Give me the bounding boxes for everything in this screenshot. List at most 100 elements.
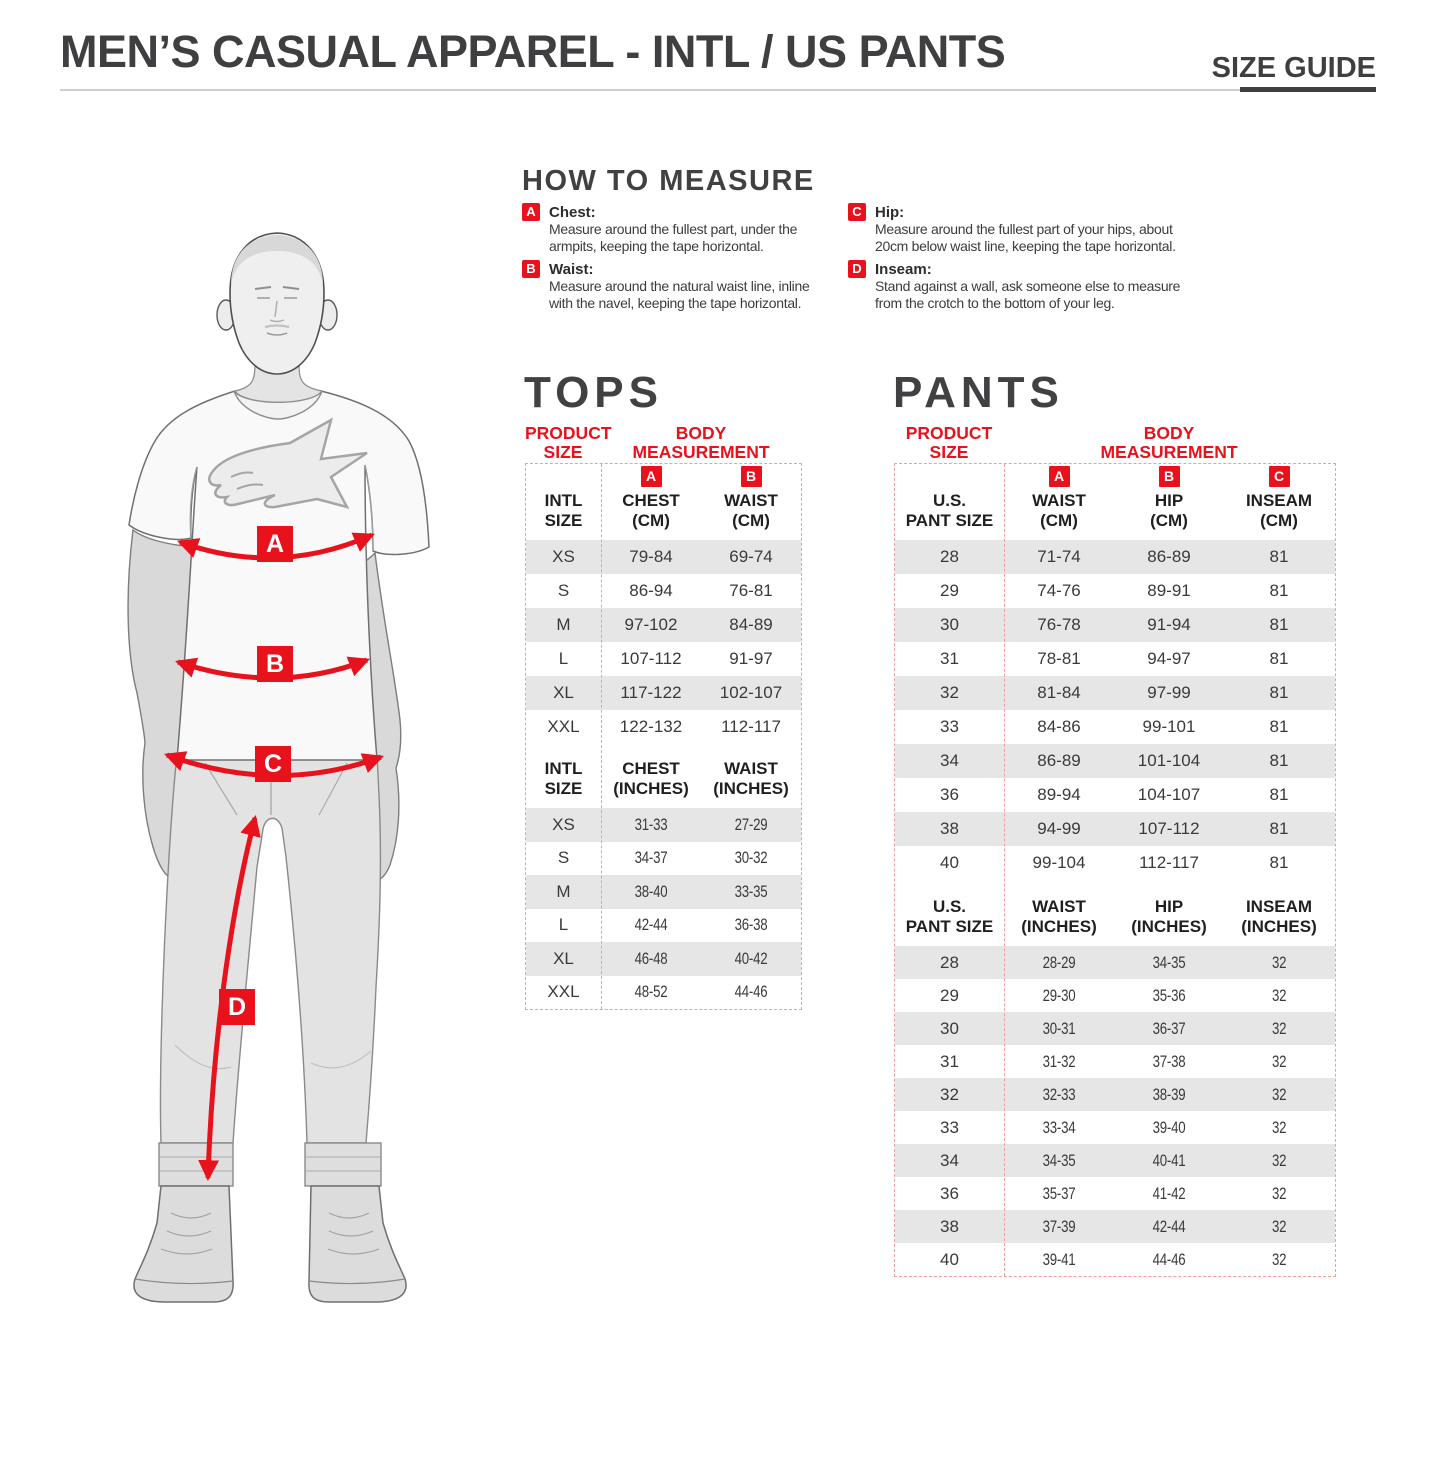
size-cell: 32	[940, 683, 959, 702]
pants-size-table: U.S. PANT SIZE A WAIST (CM) B HIP (CM) C INSEAM (C…	[894, 463, 1336, 1277]
measurement-column-header-line: WAIST	[1032, 491, 1086, 510]
measurement-column-header: B WAIST (CM)	[701, 466, 801, 531]
size-cell: XXL	[547, 717, 580, 736]
value-cell: 32-33	[1042, 1084, 1076, 1104]
table-row: XXL 122-132 112-117	[526, 710, 801, 744]
table-row: 31 78-81 94-97 81	[895, 642, 1335, 676]
measurement-column-header-line: WAIST	[1032, 897, 1086, 916]
value-cell: 36-37	[1152, 1018, 1186, 1038]
group-header-line: BODY	[675, 423, 727, 443]
value-cell: 33-35	[734, 881, 768, 901]
table-row: 34 34-35 40-41 32	[895, 1144, 1335, 1177]
measurement-column-header: CHEST (INCHES)	[601, 759, 701, 799]
table-row: L 107-112 91-97	[526, 642, 801, 676]
size-cell: 30	[940, 615, 959, 634]
table-row: 30 30-31 36-37 32	[895, 1012, 1335, 1045]
table-row: 34 86-89 101-104 81	[895, 744, 1335, 778]
svg-text:A: A	[266, 530, 284, 558]
figure-boots	[133, 1185, 407, 1303]
value-cell: 86-89	[1037, 751, 1081, 770]
table-section-header: U.S. PANT SIZE A WAIST (CM) B HIP (CM) C INSEAM (C…	[895, 464, 1335, 540]
measure-item-description: Measure around the fullest part of your …	[875, 221, 1173, 237]
size-cell: 29	[940, 985, 959, 1005]
measurement-column-header-line: (INCHES)	[1021, 917, 1097, 936]
value-cell: 74-76	[1037, 581, 1081, 600]
measure-marker-a: A	[257, 526, 293, 562]
value-cell: 32	[1271, 1084, 1287, 1104]
value-cell: 38-39	[1152, 1084, 1186, 1104]
table-row: XS 31-33 27-29	[526, 808, 801, 842]
value-cell: 84-89	[729, 615, 773, 634]
value-cell: 79-84	[629, 547, 673, 566]
value-cell: 86-94	[629, 581, 673, 600]
table-row: S 34-37 30-32	[526, 842, 801, 876]
value-cell: 35-37	[1042, 1183, 1076, 1203]
size-cell: 31	[940, 649, 959, 668]
measure-item: A Chest: Measure around the fullest part, …	[522, 203, 852, 255]
value-cell: 30-32	[734, 848, 768, 868]
page-title: MEN’S CASUAL APPAREL - INTL / US PANTS	[60, 26, 1006, 77]
value-cell: 89-91	[1147, 581, 1191, 600]
size-cell: 30	[940, 1018, 959, 1038]
value-cell: 122-132	[619, 717, 683, 736]
size-column-header: U.S. PANT SIZE	[895, 491, 1004, 531]
measure-item-label: Waist:	[549, 260, 594, 278]
size-guide-label: SIZE GUIDE	[1211, 52, 1376, 84]
size-cell: 28	[940, 952, 959, 972]
measure-badge: B	[740, 466, 762, 487]
measurement-column-header: INSEAM (INCHES)	[1224, 897, 1334, 937]
size-column-header-line: PANT SIZE	[905, 917, 994, 936]
value-cell: 32	[1271, 1018, 1287, 1038]
value-cell: 112-117	[721, 717, 781, 736]
value-cell: 89-94	[1037, 785, 1081, 804]
value-cell: 94-99	[1037, 819, 1081, 838]
pants-table-divider	[1004, 464, 1005, 1276]
tops-product-size-header: PRODUCT SIZE	[525, 423, 612, 462]
group-header-line: MEASUREMENT	[632, 442, 770, 462]
svg-text:C: C	[264, 750, 282, 778]
value-cell: 84-86	[1037, 717, 1081, 736]
table-row: 40 39-41 44-46 32	[895, 1243, 1335, 1276]
table-row: 33 84-86 99-101 81	[895, 710, 1335, 744]
size-column-header-line: PANT SIZE	[905, 511, 994, 530]
measure-badge: A	[640, 466, 662, 487]
pants-section-title: PANTS	[893, 368, 1064, 417]
value-cell: 42-44	[1152, 1216, 1186, 1236]
pants-product-size-header: PRODUCT SIZE	[894, 424, 1004, 462]
value-cell: 31-33	[634, 814, 668, 834]
value-cell: 32	[1271, 1183, 1287, 1203]
value-cell: 81	[1269, 853, 1289, 872]
size-cell: M	[556, 881, 571, 901]
measure-marker-c: C	[255, 746, 291, 782]
measure-item: C Hip: Measure around the fullest part of …	[848, 203, 1178, 255]
measure-item-header: A Chest:	[522, 203, 852, 221]
value-cell: 81	[1269, 581, 1289, 600]
measurement-figure: A B C D	[127, 232, 430, 1303]
group-header-line: PRODUCT	[525, 423, 612, 443]
measurement-column-header-line: HIP	[1154, 897, 1184, 916]
size-cell: 40	[940, 853, 959, 872]
value-cell: 29-30	[1042, 985, 1076, 1005]
measure-item-label: Inseam:	[875, 260, 932, 278]
value-cell: 34-37	[634, 848, 668, 868]
size-cell: XXL	[547, 982, 580, 1002]
value-cell: 97-99	[1147, 683, 1191, 702]
size-cell: 32	[940, 1084, 959, 1104]
measurement-column-header: C INSEAM (CM)	[1224, 466, 1334, 531]
value-cell: 44-46	[1152, 1249, 1186, 1269]
value-cell: 42-44	[634, 915, 668, 935]
size-column-header: INTL SIZE	[526, 491, 601, 531]
size-cell: S	[557, 848, 570, 868]
table-row: 40 99-104 112-117 81	[895, 846, 1335, 880]
value-cell: 41-42	[1152, 1183, 1186, 1203]
size-column-header: U.S. PANT SIZE	[895, 897, 1004, 937]
value-cell: 48-52	[634, 982, 668, 1002]
value-cell: 34-35	[1152, 952, 1186, 972]
header-divider	[60, 89, 1376, 91]
measure-item-header: C Hip:	[848, 203, 1178, 221]
value-cell: 32	[1271, 1216, 1287, 1236]
measure-item: B Waist: Measure around the natural waist …	[522, 260, 852, 312]
measurement-column-header-line: WAIST	[724, 491, 778, 510]
size-cell: 33	[940, 1117, 959, 1137]
